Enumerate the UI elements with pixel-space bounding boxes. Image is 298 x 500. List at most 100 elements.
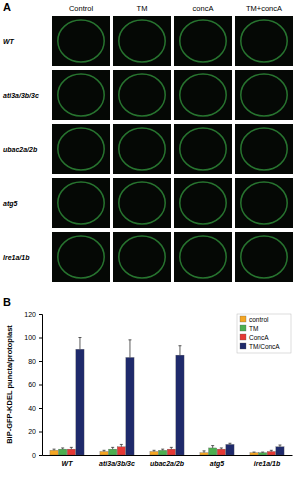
error-cap — [61, 447, 64, 448]
row-label: Ire1a/1b — [3, 254, 30, 261]
micrograph-background — [52, 178, 110, 228]
error-cap — [53, 449, 56, 450]
y-tick: 80 — [28, 358, 42, 365]
error-cap — [128, 339, 131, 340]
column-header: concA — [193, 4, 214, 13]
y-axis-title: BiP-GFP-KDEL puncta/protoplast — [5, 325, 14, 444]
y-tick: 0 — [32, 452, 42, 459]
error-cap — [211, 445, 214, 446]
micrograph — [174, 232, 232, 282]
legend-label: control — [249, 316, 269, 323]
y-tick-label: 100 — [24, 334, 36, 341]
micrograph-background — [235, 70, 293, 120]
micrograph — [52, 70, 110, 120]
protoplast-outline — [180, 182, 226, 224]
error-cap — [278, 445, 281, 446]
micrograph-background — [113, 124, 171, 174]
error-bar — [229, 443, 230, 444]
micrograph — [235, 232, 293, 282]
protoplast-outline — [180, 20, 226, 62]
y-tick-mark — [39, 455, 42, 456]
error-cap — [111, 447, 114, 448]
y-tick-label: 40 — [28, 405, 36, 412]
micrograph — [235, 16, 293, 66]
error-cap — [228, 443, 231, 444]
protoplast-outline — [241, 20, 287, 62]
y-tick-label: 0 — [32, 452, 36, 459]
error-bar — [112, 447, 113, 449]
protoplast-outline — [241, 128, 287, 170]
micrograph — [235, 70, 293, 120]
x-tick: atg5 — [210, 455, 225, 468]
error-cap — [78, 337, 81, 338]
micrograph — [174, 70, 232, 120]
legend-frame — [237, 314, 291, 353]
bar — [100, 451, 108, 455]
bar — [259, 453, 267, 455]
legend: controlTMConcATM/ConcA — [237, 314, 291, 353]
y-tick: 20 — [28, 428, 42, 435]
protoplast-outline — [241, 74, 287, 116]
error-cap — [270, 450, 273, 451]
figure: AControlTMconcATM+concAWTati3a/3b/3cubac… — [0, 0, 298, 500]
column-header: TM — [137, 4, 148, 13]
protoplast-outline — [58, 236, 104, 278]
error-bar — [162, 449, 163, 450]
error-bar — [271, 450, 272, 451]
y-tick-mark — [39, 432, 42, 433]
micrograph-background — [235, 178, 293, 228]
micrograph — [113, 178, 171, 228]
row-label: ubac2a/2b — [3, 146, 38, 153]
bar — [250, 453, 258, 455]
legend-swatch — [240, 334, 246, 340]
error-bar — [104, 450, 105, 451]
micrograph — [52, 124, 110, 174]
bar — [159, 450, 167, 455]
micrograph-background — [235, 16, 293, 66]
micrograph — [235, 178, 293, 228]
bar — [276, 447, 284, 455]
error-bar — [204, 451, 205, 453]
error-bar — [121, 444, 122, 446]
y-tick-label: 20 — [28, 428, 36, 435]
protoplast-outline — [180, 128, 226, 170]
bar — [150, 451, 158, 455]
error-cap — [203, 450, 206, 451]
row-label: WT — [3, 38, 15, 45]
micrograph — [113, 16, 171, 66]
error-cap — [70, 447, 73, 448]
micrograph — [113, 70, 171, 120]
error-bar — [79, 338, 80, 350]
error-bar — [154, 450, 155, 451]
protoplast-outline — [241, 182, 287, 224]
micrograph — [174, 124, 232, 174]
micrograph — [52, 16, 110, 66]
y-tick: 120 — [24, 311, 42, 318]
bar — [176, 355, 184, 455]
micrograph — [235, 124, 293, 174]
micrograph-background — [113, 16, 171, 66]
x-tick: WT — [62, 455, 74, 467]
micrograph-background — [113, 232, 171, 282]
protoplast-outline — [119, 74, 165, 116]
error-cap — [178, 345, 181, 346]
bar — [117, 447, 125, 455]
micrograph-background — [52, 70, 110, 120]
x-tick-label: ire1a/1b — [254, 460, 281, 467]
micrograph-background — [174, 124, 232, 174]
legend-label: TM — [249, 325, 258, 332]
protoplast-outline — [119, 20, 165, 62]
legend-swatch — [240, 316, 246, 322]
y-tick-label: 120 — [24, 311, 36, 318]
micrograph-background — [235, 124, 293, 174]
error-bar — [129, 340, 130, 358]
error-bar — [179, 346, 180, 355]
protoplast-outline — [241, 236, 287, 278]
bar — [217, 449, 225, 455]
y-axis: 0 20 40 60 80 100 120 — [24, 311, 42, 459]
x-tick: ati3a/3b/3c — [99, 455, 135, 467]
error-cap — [261, 452, 264, 453]
micrograph — [174, 178, 232, 228]
protoplast-outline — [119, 182, 165, 224]
y-tick: 60 — [28, 381, 42, 388]
